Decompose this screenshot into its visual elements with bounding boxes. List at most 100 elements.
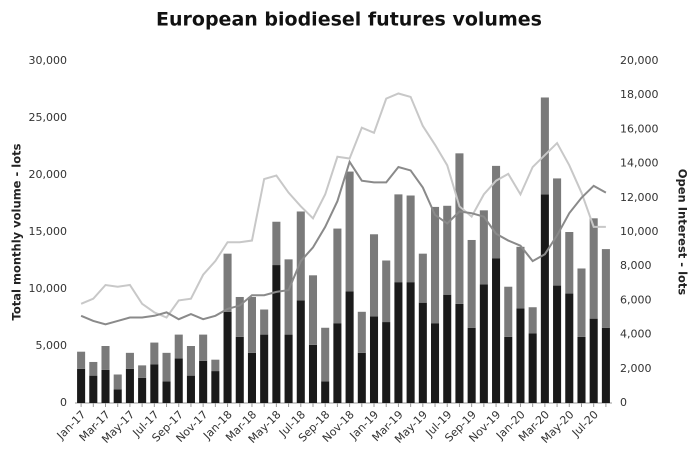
bar <box>516 246 525 309</box>
bar <box>113 374 122 390</box>
y-tick-label: 10,000 <box>29 282 68 295</box>
bar <box>455 303 464 403</box>
x-tick-label: Jul-20 <box>569 408 601 440</box>
bar <box>589 318 598 403</box>
y2-tick-label: 8,000 <box>620 259 652 272</box>
y-tick-label: 20,000 <box>29 168 68 181</box>
bar <box>333 228 342 324</box>
y2-axis-label: Open Interest - lots <box>676 169 690 296</box>
bar <box>77 351 86 369</box>
bar <box>199 360 208 403</box>
y2-tick-label: 6,000 <box>620 293 652 306</box>
bar <box>382 322 391 403</box>
bar <box>467 327 476 403</box>
bar <box>467 239 476 328</box>
y-tick-label: 15,000 <box>29 225 68 238</box>
bar <box>235 296 244 337</box>
y-tick-label: 0 <box>60 396 67 409</box>
bar <box>138 365 147 378</box>
bar <box>260 309 269 335</box>
bar <box>382 260 391 323</box>
bar <box>528 333 537 403</box>
bar <box>260 334 269 403</box>
bar <box>492 165 501 259</box>
bar <box>333 323 342 403</box>
bar <box>150 342 159 365</box>
bar <box>247 296 256 353</box>
bar <box>369 316 379 403</box>
bar <box>431 206 440 324</box>
bar <box>174 358 183 403</box>
y2-tick-label: 4,000 <box>620 328 652 341</box>
bar <box>296 211 305 301</box>
bar <box>284 334 293 403</box>
bar <box>394 282 403 403</box>
bar <box>418 302 427 403</box>
bar <box>296 300 305 403</box>
bar <box>540 194 549 403</box>
bar <box>565 293 574 403</box>
bar <box>308 344 318 403</box>
bar <box>223 311 232 403</box>
bar <box>553 285 562 403</box>
bar <box>125 368 134 403</box>
bar <box>235 336 244 403</box>
bar <box>443 294 452 403</box>
bar <box>223 253 232 312</box>
bar <box>540 97 549 195</box>
bar <box>101 346 110 370</box>
bar <box>174 334 183 359</box>
bar <box>345 291 354 403</box>
bar <box>272 221 281 266</box>
bar <box>577 268 586 337</box>
bar <box>431 323 440 403</box>
bar <box>150 364 159 403</box>
chart-title: European biodiesel futures volumes <box>156 9 542 31</box>
bar <box>406 195 415 283</box>
bar <box>186 375 195 403</box>
bar <box>113 389 122 403</box>
y-tick-label: 30,000 <box>29 54 68 67</box>
bar <box>492 258 501 403</box>
bar <box>199 334 208 361</box>
y2-tick-label: 0 <box>620 396 627 409</box>
bar <box>308 275 318 345</box>
bar <box>186 346 195 376</box>
y2-tick-label: 12,000 <box>620 191 659 204</box>
bar <box>357 352 366 403</box>
bar <box>516 308 525 403</box>
bar <box>162 381 171 403</box>
bar <box>553 178 562 286</box>
bar <box>357 311 366 353</box>
bar <box>577 336 586 403</box>
y2-tick-label: 20,000 <box>620 54 659 67</box>
bar <box>321 327 330 382</box>
y-tick-label: 5,000 <box>36 339 68 352</box>
bar <box>211 359 220 372</box>
bar <box>504 336 513 403</box>
bar <box>455 153 464 304</box>
y2-tick-label: 14,000 <box>620 157 659 170</box>
bar <box>272 265 281 403</box>
bar <box>601 327 610 403</box>
line <box>80 92 606 319</box>
bar <box>89 375 98 403</box>
bar <box>247 352 256 403</box>
bar <box>321 381 330 403</box>
y2-tick-label: 18,000 <box>620 88 659 101</box>
bar <box>284 259 293 335</box>
bar <box>162 352 171 382</box>
bar <box>565 232 574 294</box>
bar <box>345 171 354 292</box>
y2-tick-label: 2,000 <box>620 362 652 375</box>
bar <box>211 371 220 403</box>
bar <box>443 205 452 295</box>
bar <box>369 234 379 317</box>
bar <box>601 249 610 328</box>
bar <box>89 361 98 376</box>
bar <box>77 368 86 403</box>
bar <box>589 218 598 319</box>
bar <box>528 307 537 334</box>
bar <box>406 282 415 403</box>
